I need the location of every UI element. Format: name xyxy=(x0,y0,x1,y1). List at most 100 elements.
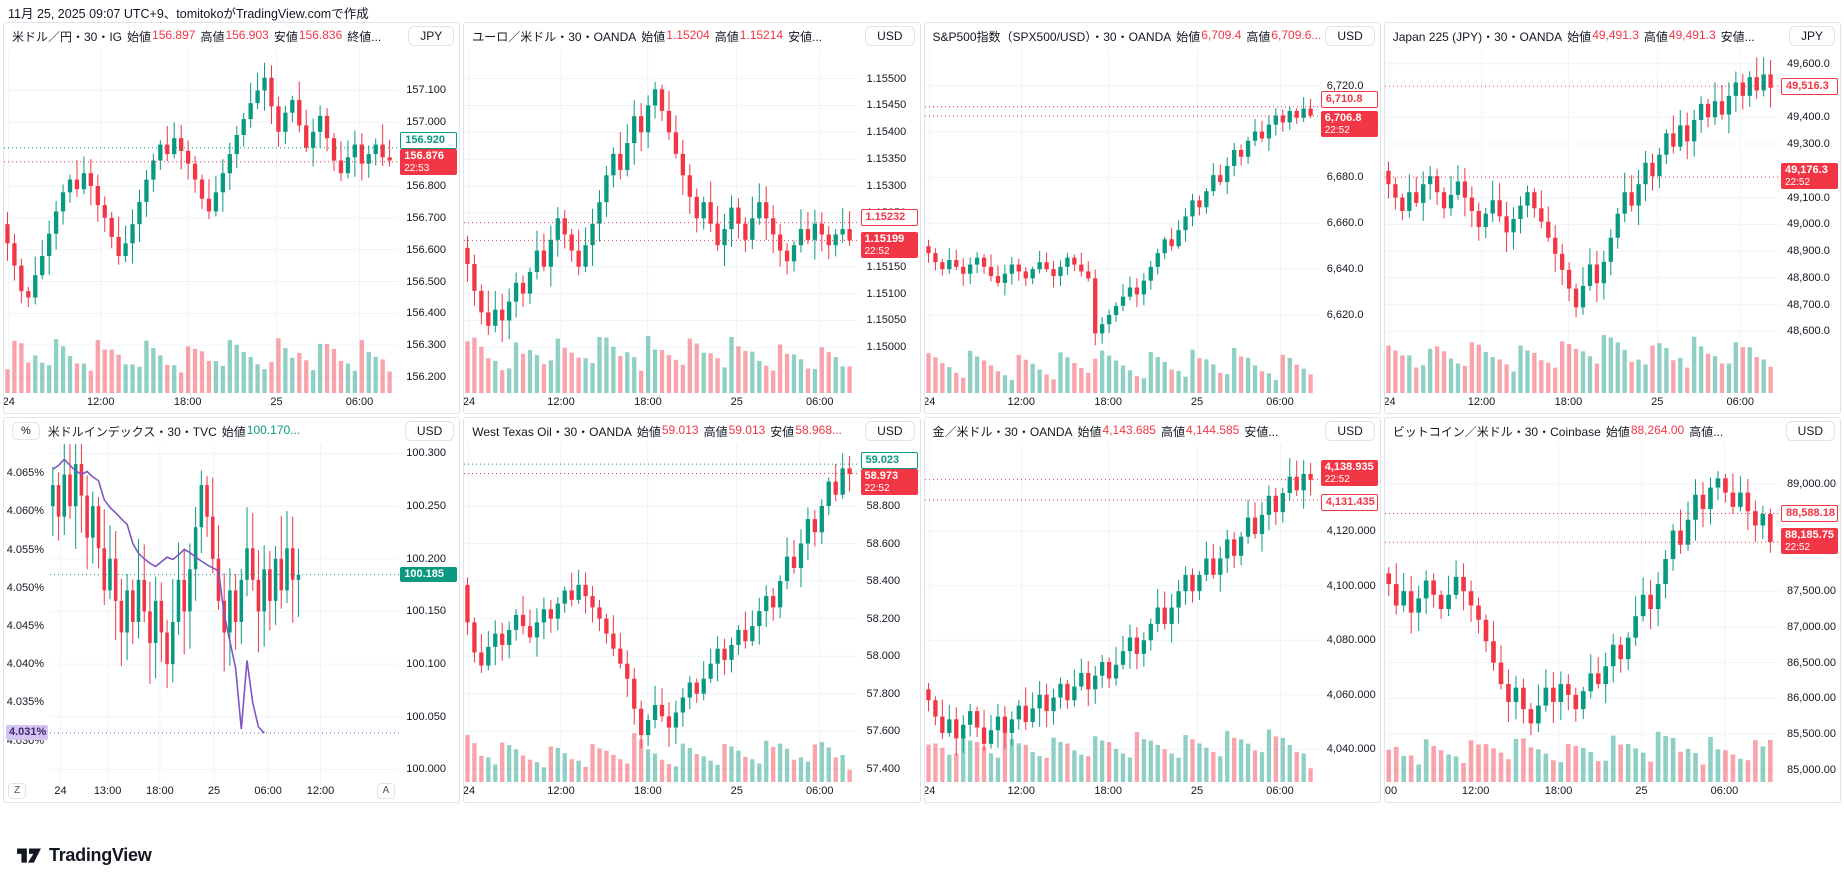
time-axis[interactable]: 24 12:00 18:00 25 06:00 xyxy=(1385,393,1840,413)
price-axis-label: 49,600.0 xyxy=(1787,57,1830,70)
left-axis-label: 4.050% xyxy=(6,581,44,594)
tradingview-logo[interactable]: TradingView xyxy=(16,842,152,868)
creation-caption: 11月 25, 2025 09:07 UTC+9、tomitokoがTradin… xyxy=(8,7,369,21)
price-axis-label: 4,060.000 xyxy=(1326,688,1376,701)
symbol-title[interactable]: S&P500指数（SPX500/USD）・30・OANDA xyxy=(932,29,1172,44)
chart-plot xyxy=(464,49,860,393)
price-axis-label: 6,660.0 xyxy=(1326,217,1364,230)
symbol-title[interactable]: Japan 225 (JPY)・30・OANDA xyxy=(1392,29,1563,44)
price-axis-label: 100.150 xyxy=(406,605,447,618)
symbol-title[interactable]: West Texas Oil・30・OANDA xyxy=(472,424,632,439)
ohlc-label: 始値 xyxy=(1176,29,1201,44)
candles xyxy=(5,62,392,308)
percent-scale-button[interactable]: % xyxy=(12,422,40,440)
chart-canvas[interactable] xyxy=(4,49,399,393)
price-axis[interactable]: 58.800 58.600 58.400 58.200 58.000 57.800 57.6… xyxy=(860,444,920,782)
chart-panel-5: West Texas Oil・30・OANDA 始値 59.013 高値 59.013 安… xyxy=(463,417,921,803)
price-axis-label: 89,000.00 xyxy=(1787,478,1836,491)
time-axis-label: 12:00 xyxy=(1467,396,1496,408)
time-axis-label: 18:00 xyxy=(146,785,174,797)
currency-scale-button[interactable]: USD xyxy=(865,421,915,441)
tradingview-logo-icon xyxy=(17,848,41,863)
time-axis[interactable]: 24 12:00 18:00 25 06:00 xyxy=(925,393,1380,413)
last-price-badge: 100.185 xyxy=(400,566,458,582)
time-axis-label: 25 xyxy=(207,785,221,797)
ohlc-label: 始値 xyxy=(1077,424,1102,439)
ohlc-segment: 安値 156.836 xyxy=(274,28,342,45)
price-axis-label: 4,100.000 xyxy=(1326,579,1376,592)
symbol-title[interactable]: 米ドル／円・30・IG xyxy=(12,29,123,44)
currency-scale-button[interactable]: JPY xyxy=(408,26,455,46)
chart-body: 89,000.00 87,500.00 87,000.00 86,500.00 86,0… xyxy=(1384,444,1840,782)
ohlc-label: 始値 xyxy=(1605,424,1630,439)
price-axis[interactable]: 89,000.00 87,500.00 87,000.00 86,500.00 86,0… xyxy=(1780,444,1840,782)
symbol-title[interactable]: 米ドルインデックス・30・TVC xyxy=(47,424,217,439)
ohlc-label: 安値 xyxy=(770,424,795,439)
prev-close-badge: 88,588.18 xyxy=(1781,505,1838,523)
price-axis-label: 6,720.0 xyxy=(1326,79,1364,92)
time-axis[interactable]: 24 12:00 18:00 25 06:00 xyxy=(4,393,459,413)
price-axis[interactable]: 100.300 100.250 100.200 100.150 100.100 100.0… xyxy=(399,444,459,782)
overlay-line-series xyxy=(52,458,265,734)
currency-scale-button[interactable]: USD xyxy=(404,421,455,441)
ohlc-label: 安値... xyxy=(788,29,823,44)
currency-scale-button[interactable]: USD xyxy=(1325,26,1375,46)
timezone-button[interactable]: Z xyxy=(8,783,26,799)
currency-scale-button[interactable]: JPY xyxy=(1788,26,1835,46)
price-axis[interactable]: 157.100 157.000 156.800 156.700 156.600 156.5… xyxy=(399,49,459,393)
symbol-title[interactable]: ビットコイン／米ドル・30・Coinbase xyxy=(1392,424,1601,439)
time-axis-label: 06:00 xyxy=(1710,785,1739,797)
chart-panel-3: Japan 225 (JPY)・30・OANDA 始値 49,491.3 高値 49,4… xyxy=(1383,22,1841,414)
chart-canvas[interactable] xyxy=(924,49,1320,393)
last-price-badge: 88,185.75 22:52 xyxy=(1781,528,1838,555)
time-axis-label: 18:00 xyxy=(1094,396,1122,408)
price-axis[interactable]: 6,720.06,700.06,680.06,660.06,640.06,620… xyxy=(1320,49,1380,393)
time-axis-label: 12:00 xyxy=(547,396,575,408)
overlay-last-value-badge: 4.031% xyxy=(6,725,48,741)
currency-scale-button[interactable]: USD xyxy=(1785,421,1835,441)
price-axis-label: 58.400 xyxy=(866,575,901,588)
price-axis-label: 4,120.000 xyxy=(1326,525,1376,538)
price-axis-label: 1.15400 xyxy=(866,126,907,139)
prev-close-badge: 59.023 xyxy=(860,452,918,470)
symbol-title[interactable]: ユーロ／米ドル・30・OANDA xyxy=(472,29,637,44)
time-axis-label: 12:00 xyxy=(87,396,115,408)
price-axis-label: 58.000 xyxy=(866,650,901,663)
ohlc-label: 安値... xyxy=(1244,424,1279,439)
chart-canvas[interactable] xyxy=(924,444,1320,782)
time-axis-label: 24 xyxy=(923,785,936,797)
currency-scale-button[interactable]: USD xyxy=(1325,421,1375,441)
symbol-title[interactable]: 金／米ドル・30・OANDA xyxy=(932,424,1073,439)
volume-bars xyxy=(465,335,853,393)
ohlc-segment: 高値 156.903 xyxy=(200,28,268,45)
time-axis[interactable]: :00 12:00 18:00 25 06:00 xyxy=(1385,782,1840,802)
time-axis[interactable]: 24 12:00 18:00 25 06:00 xyxy=(925,782,1380,802)
time-axis[interactable]: 24 13:00 18:00 25 06:00 12:00 Z A xyxy=(4,782,459,802)
price-axis-label: 86,000.00 xyxy=(1787,692,1836,705)
chart-canvas[interactable] xyxy=(1384,49,1780,393)
time-axis[interactable]: 24 12:00 18:00 25 06:00 xyxy=(464,782,919,802)
chart-canvas[interactable] xyxy=(464,444,860,782)
chart-panel-6: 金／米ドル・30・OANDA 始値 4,143.685 高値 4,144.585 安値..… xyxy=(923,417,1381,803)
ohlc-segment: 高値 1.15214 xyxy=(715,28,783,45)
chart-canvas[interactable] xyxy=(464,49,860,393)
volume-bars xyxy=(1386,731,1773,782)
chart-canvas[interactable] xyxy=(1384,444,1780,782)
price-axis-label: 156.700 xyxy=(406,211,447,224)
time-axis-label: :00 xyxy=(1384,785,1398,797)
time-axis-label: 24 xyxy=(1383,396,1396,408)
auto-scale-button[interactable]: A xyxy=(377,783,395,799)
price-axis[interactable]: 4,120.000 4,100.000 4,080.000 4,060.000 4,04… xyxy=(1320,444,1380,782)
time-axis[interactable]: 24 12:00 18:00 25 06:00 xyxy=(464,393,919,413)
ohlc-segment: 始値 100.170... xyxy=(222,423,300,440)
time-axis-label: 25 xyxy=(1190,785,1204,797)
chart-canvas[interactable] xyxy=(50,444,399,782)
chart-plot xyxy=(4,49,399,393)
price-axis[interactable]: 1.15500 1.15450 1.15400 1.15350 1.15300 1.152… xyxy=(860,49,920,393)
price-axis-label: 49,400.0 xyxy=(1787,111,1830,124)
ohlc-segment: 始値 4,143.685 xyxy=(1078,423,1156,440)
price-axis[interactable]: 49,600.0 49,400.0 49,300.0 49,100.0 49,000.0… xyxy=(1780,49,1840,393)
left-price-axis[interactable]: 4.065% 4.060% 4.055% 4.050% 4.045% 4.040% 4.03… xyxy=(4,444,50,782)
ohlc-segment: 始値 156.897 xyxy=(127,28,195,45)
currency-scale-button[interactable]: USD xyxy=(865,26,915,46)
